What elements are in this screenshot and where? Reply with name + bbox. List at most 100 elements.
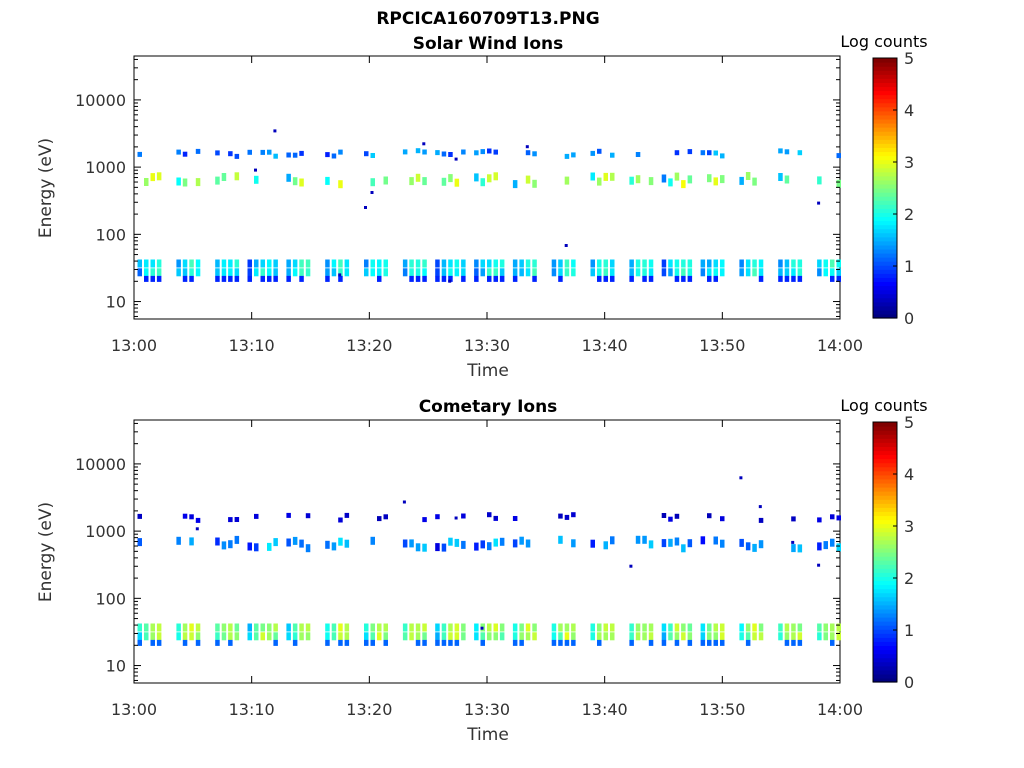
heatmap-cell [681,275,686,282]
heatmap-cell [480,639,485,646]
heatmap-cell [512,632,518,641]
heatmap-cell [370,259,375,268]
colorbar-step [873,592,897,598]
heatmap-cell [629,632,634,641]
panel-cometary: Cometary Ions 13:00 13:10 13:20 13:30 13:40 1… [36,396,928,745]
heatmap-cell [189,632,194,641]
heatmap-cell [597,268,602,277]
heatmap-cell [720,632,725,641]
heatmap-cell [422,268,427,277]
heatmap-cell [674,639,680,646]
heatmap-cell [137,623,142,632]
colorbar-step [873,462,897,468]
colorbar-step [873,564,897,569]
heatmap-cell [409,268,414,277]
heatmap-cell [402,632,408,641]
colorbar-step [873,98,897,104]
heatmap-cell [687,632,693,641]
heatmap-cell [383,259,388,268]
heatmap-cell [661,632,667,641]
colorbar-step [873,580,897,586]
heatmap-cell [493,516,497,520]
heatmap-cell [344,632,350,641]
colorbar-step [873,552,897,557]
colorbar-step [873,600,897,606]
heatmap-cell [260,632,265,641]
heatmap-cell [571,539,576,548]
heatmap-cell [383,632,388,641]
heatmap-cell [364,639,369,646]
colorbar-step [873,633,897,638]
heatmap-cell [182,268,188,277]
heatmap-cell [402,623,408,632]
heatmap-cell [254,268,259,277]
heatmap-cell [325,639,330,646]
colorbar-step [873,192,897,197]
heatmap-cell [713,177,718,186]
heatmap-cell [648,259,654,268]
heatmap-cell [137,268,142,277]
colorbar-step [873,637,897,642]
heatmap-cell [674,537,680,546]
colorbar-step [873,200,897,205]
heatmap-cell [648,632,654,641]
heatmap-cell [532,259,537,268]
heatmap-cell [720,175,725,184]
heatmap-cell [791,268,796,277]
heatmap-cell [642,259,647,268]
colorbar-step [873,535,897,541]
heatmap-cell [474,623,479,632]
heatmap-cell [558,632,563,641]
heatmap-cell [681,623,686,632]
colorbar-step [873,438,897,443]
colorbar-step [873,277,897,283]
colorbar-step [873,604,897,610]
panel-title: Solar Wind Ions [413,34,564,54]
heatmap-cell [720,259,725,268]
heatmap-cell [260,259,265,268]
heatmap-cell [571,512,576,518]
heatmap-cell [435,632,440,641]
heatmap-cell [512,539,518,548]
heatmap-cell [144,623,149,632]
heatmap-cell [195,639,201,646]
x-axis-label: Time [466,725,509,745]
heatmap-cell [668,632,673,641]
colorbar-step [873,244,897,250]
heatmap-cell [778,632,783,641]
heatmap-cell [791,544,796,553]
heatmap-cell [370,632,375,641]
heatmap-cell [454,178,460,187]
heatmap-cell [480,626,484,630]
heatmap-cell [461,540,466,549]
heatmap-cell [700,639,706,646]
y-tick-label: 10000 [75,455,126,474]
heatmap-cell [176,149,181,155]
colorbar-step [873,657,897,663]
x-tick-label: 14:00 [817,700,863,719]
colorbar-step [873,470,897,476]
heatmap-cell [402,149,408,155]
heatmap-cell [707,150,712,156]
colorbar-frame [872,421,898,683]
colorbar-step [873,135,897,140]
heatmap-cell [493,275,498,282]
colorbar-step [873,450,897,456]
heatmap-cell [247,268,252,277]
colorbar-step [873,584,897,590]
colorbar-step [873,62,897,67]
heatmap-cell [189,268,194,277]
heatmap-cell [797,623,803,632]
heatmap-cell [409,623,414,632]
heatmap-cell [364,632,369,641]
heatmap-cell [338,632,343,641]
heatmap-cell [551,259,557,268]
heatmap-cell [422,639,427,646]
heatmap-cell [674,268,680,277]
heatmap-cell [415,639,421,646]
heatmap-cell [661,259,667,268]
heatmap-cell [474,259,479,268]
heatmap-cell [700,259,706,268]
heatmap-cell [629,259,634,268]
heatmap-cell [422,177,427,186]
